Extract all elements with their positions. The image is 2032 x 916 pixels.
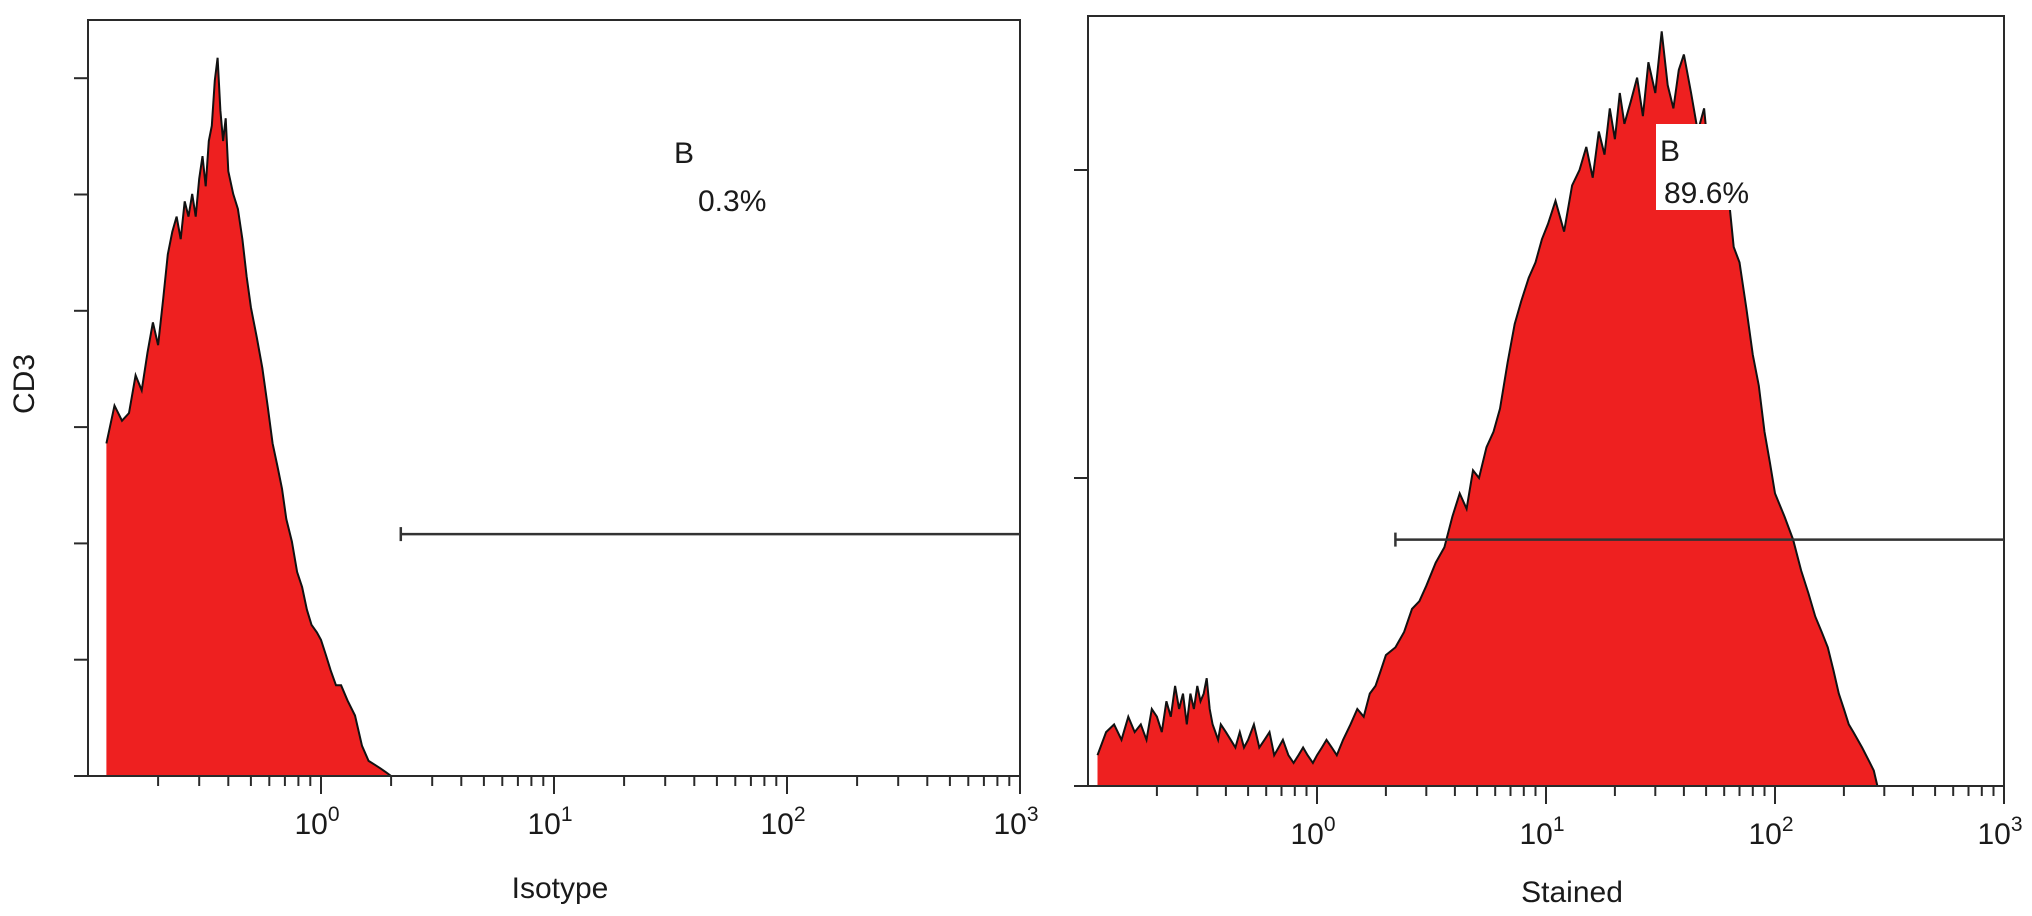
stained-histogram-fill (1097, 31, 1878, 786)
stained-x-tick-label: 103 (1977, 813, 2022, 851)
stained-plot-area: 100 101 102 103 (1074, 15, 2023, 851)
stained-histogram-outline (1096, 31, 1879, 787)
stained-x-tick-label: 101 (1519, 813, 1564, 851)
isotype-gate-percent: 0.3% (698, 185, 766, 218)
stained-x-tick-label: 100 (1290, 813, 1335, 851)
stained-x-tick-label: 102 (1748, 813, 1793, 851)
isotype-histogram-outline (105, 57, 392, 777)
isotype-x-tick-label: 100 (294, 803, 339, 841)
isotype-histogram-fill (106, 57, 392, 777)
isotype-histogram-panel: 100 101 102 103 Isotype B 0.3% (74, 19, 1039, 905)
stained-histogram-panel: 100 101 102 103 B 89.6% Stained (1074, 15, 2023, 909)
y-axis-label: CD3 (8, 354, 41, 414)
isotype-x-axis-label: Isotype (512, 872, 609, 905)
stained-x-axis-label: Stained (1521, 876, 1623, 909)
isotype-gate-label: B (674, 137, 694, 170)
isotype-x-tick-label: 101 (527, 803, 572, 841)
isotype-x-tick-label: 103 (993, 803, 1038, 841)
isotype-x-tick-label: 102 (760, 803, 805, 841)
stained-gate-label: B (1660, 135, 1680, 168)
stained-gate-percent: 89.6% (1664, 177, 1749, 210)
isotype-plot-area: 100 101 102 103 (74, 19, 1039, 841)
stained-gate-label-background (1656, 124, 1732, 210)
